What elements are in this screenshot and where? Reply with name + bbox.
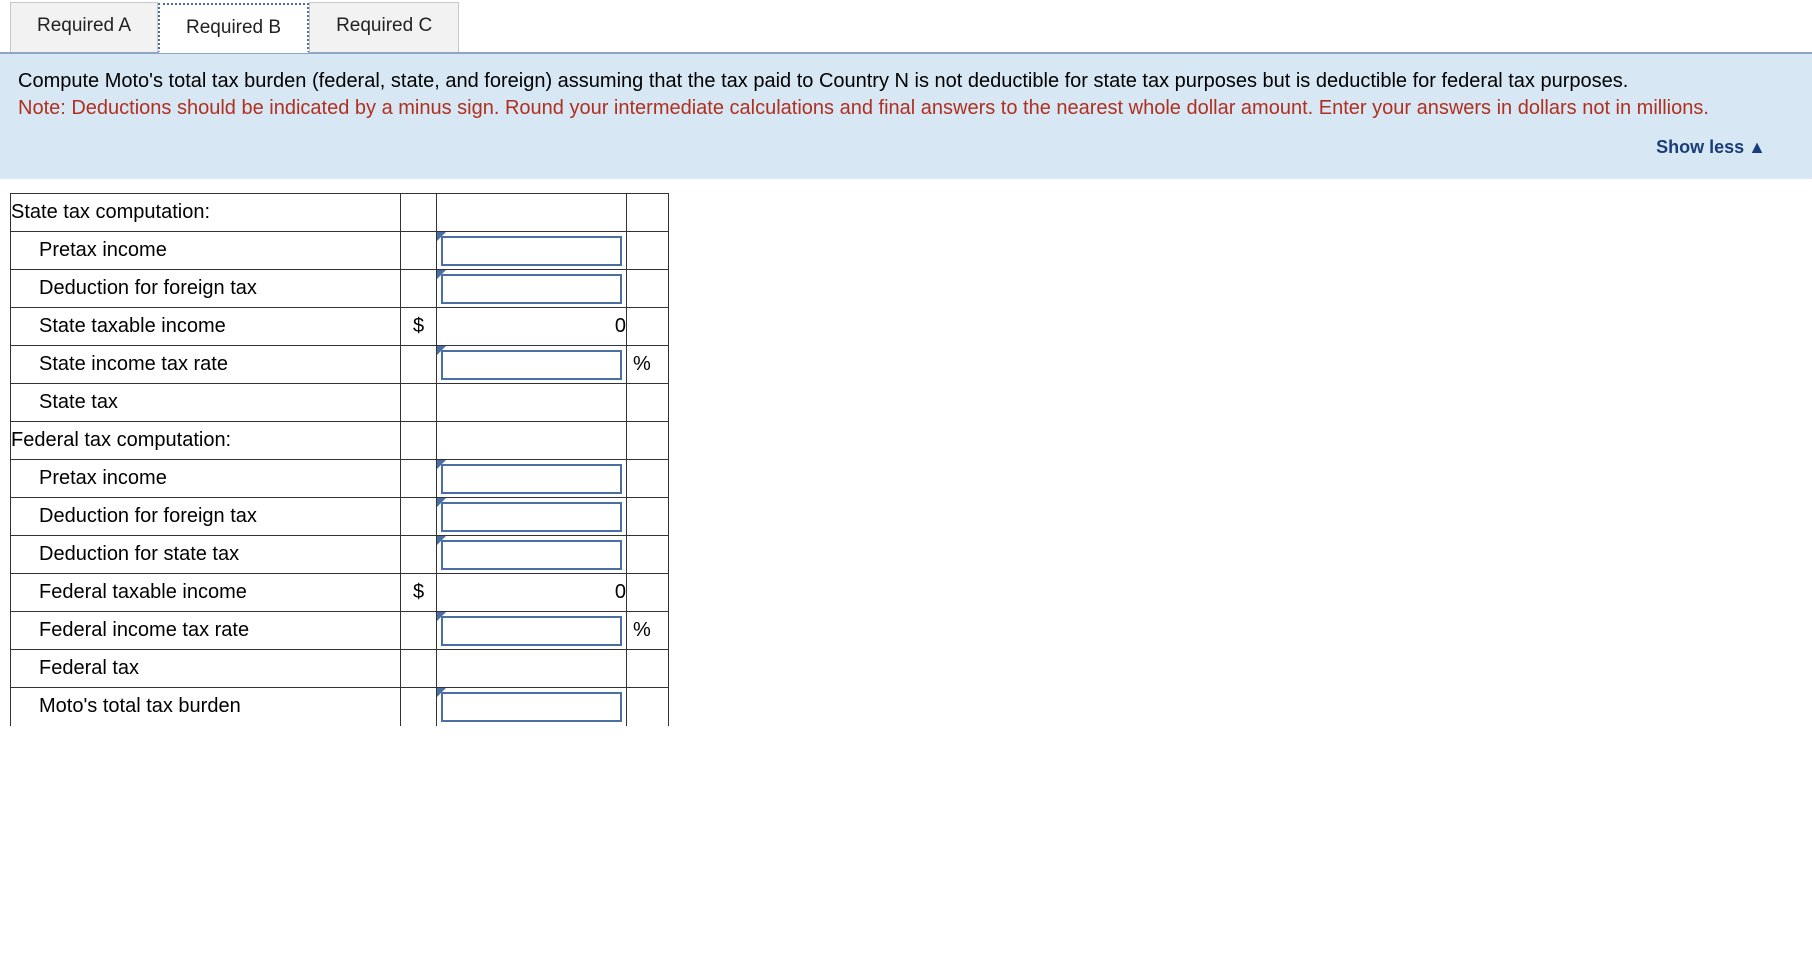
cell-blank: [627, 688, 669, 726]
input-marker-icon: [437, 688, 446, 697]
cell-input: [437, 536, 627, 574]
cell-blank: [401, 194, 437, 232]
cell-blank: [627, 308, 669, 346]
cell-blank: [437, 384, 627, 422]
cell-blank: [401, 612, 437, 650]
cell-blank: [401, 498, 437, 536]
label-fed-taxable: Federal taxable income: [11, 574, 401, 612]
cell-blank: [627, 270, 669, 308]
input-pretax-income-2[interactable]: [441, 464, 622, 494]
worksheet-table: State tax computation: Pretax income Ded…: [10, 193, 669, 726]
label-pretax-income: Pretax income: [11, 232, 401, 270]
input-total-burden[interactable]: [441, 692, 622, 722]
cell-blank: [437, 650, 627, 688]
row-pretax-income-2: Pretax income: [11, 460, 669, 498]
input-marker-icon: [437, 270, 446, 279]
cell-blank: [627, 460, 669, 498]
cell-blank: [401, 422, 437, 460]
cell-input: [437, 460, 627, 498]
cell-blank: [401, 650, 437, 688]
input-marker-icon: [437, 346, 446, 355]
label-state-rate: State income tax rate: [11, 346, 401, 384]
label-state-tax: State tax: [11, 384, 401, 422]
instructions-main: Compute Moto's total tax burden (federal…: [18, 70, 1628, 92]
input-marker-icon: [437, 232, 446, 241]
cell-blank: [401, 270, 437, 308]
cell-input: [437, 346, 627, 384]
input-pretax-income[interactable]: [441, 236, 622, 266]
label-total-burden: Moto's total tax burden: [11, 688, 401, 726]
cell-blank: [627, 384, 669, 422]
label-ded-foreign-2: Deduction for foreign tax: [11, 498, 401, 536]
tab-required-a[interactable]: Required A: [10, 2, 158, 52]
input-ded-state[interactable]: [441, 540, 622, 570]
row-pretax-income: Pretax income: [11, 232, 669, 270]
row-state-header: State tax computation:: [11, 194, 669, 232]
cell-blank: [627, 650, 669, 688]
cell-blank: [627, 574, 669, 612]
cell-blank: [401, 232, 437, 270]
cell-blank: [401, 460, 437, 498]
cell-blank: [627, 232, 669, 270]
row-state-tax: State tax: [11, 384, 669, 422]
cell-input: [437, 232, 627, 270]
instructions-panel: Compute Moto's total tax burden (federal…: [0, 53, 1812, 179]
currency-symbol: $: [401, 574, 437, 612]
input-fed-rate[interactable]: [441, 616, 622, 646]
cell-input: [437, 612, 627, 650]
cell-blank: [437, 422, 627, 460]
input-marker-icon: [437, 536, 446, 545]
label-federal-header: Federal tax computation:: [11, 422, 401, 460]
cell-blank: [401, 688, 437, 726]
input-marker-icon: [437, 498, 446, 507]
label-fed-tax: Federal tax: [11, 650, 401, 688]
label-state-header: State tax computation:: [11, 194, 401, 232]
cell-blank: [627, 194, 669, 232]
value-state-taxable: 0: [437, 308, 627, 346]
label-pretax-income-2: Pretax income: [11, 460, 401, 498]
row-state-rate: State income tax rate %: [11, 346, 669, 384]
tab-required-b[interactable]: Required B: [158, 3, 309, 53]
cell-input: [437, 270, 627, 308]
cell-blank: [627, 498, 669, 536]
value-fed-taxable: 0: [437, 574, 627, 612]
row-ded-foreign-2: Deduction for foreign tax: [11, 498, 669, 536]
input-state-rate[interactable]: [441, 350, 622, 380]
percent-symbol: %: [627, 612, 669, 650]
row-ded-foreign: Deduction for foreign tax: [11, 270, 669, 308]
instructions-note: Note: Deductions should be indicated by …: [18, 97, 1709, 119]
label-fed-rate: Federal income tax rate: [11, 612, 401, 650]
show-less-toggle[interactable]: Show less▲: [1656, 137, 1766, 157]
row-fed-taxable: Federal taxable income $ 0: [11, 574, 669, 612]
chevron-up-icon: ▲: [1748, 135, 1766, 159]
row-fed-rate: Federal income tax rate %: [11, 612, 669, 650]
percent-symbol: %: [627, 346, 669, 384]
input-marker-icon: [437, 460, 446, 469]
cell-blank: [627, 536, 669, 574]
row-total-burden: Moto's total tax burden: [11, 688, 669, 726]
row-fed-tax: Federal tax: [11, 650, 669, 688]
cell-blank: [401, 346, 437, 384]
input-marker-icon: [437, 612, 446, 621]
cell-blank: [627, 422, 669, 460]
label-state-taxable: State taxable income: [11, 308, 401, 346]
currency-symbol: $: [401, 308, 437, 346]
row-ded-state: Deduction for state tax: [11, 536, 669, 574]
input-ded-foreign-2[interactable]: [441, 502, 622, 532]
show-less-label: Show less: [1656, 137, 1744, 157]
label-ded-foreign: Deduction for foreign tax: [11, 270, 401, 308]
cell-input: [437, 688, 627, 726]
tab-required-c[interactable]: Required C: [309, 2, 459, 52]
cell-blank: [437, 194, 627, 232]
input-ded-foreign[interactable]: [441, 274, 622, 304]
cell-blank: [401, 384, 437, 422]
row-state-taxable: State taxable income $ 0: [11, 308, 669, 346]
tab-bar: Required A Required B Required C: [0, 2, 1812, 53]
row-federal-header: Federal tax computation:: [11, 422, 669, 460]
cell-blank: [401, 536, 437, 574]
label-ded-state: Deduction for state tax: [11, 536, 401, 574]
cell-input: [437, 498, 627, 536]
